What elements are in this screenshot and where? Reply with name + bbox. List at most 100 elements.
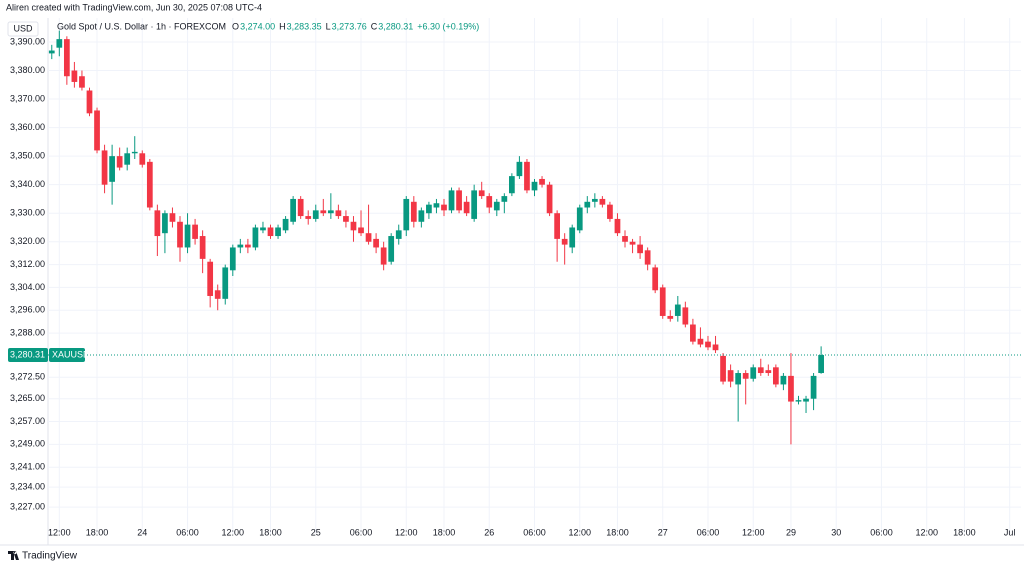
candle-body (705, 341, 711, 348)
y-tick-label: 3,340.00 (10, 179, 45, 189)
candle-body (659, 287, 666, 316)
candle-body (667, 315, 674, 319)
y-tick-label: 3,241.00 (10, 462, 45, 472)
candle-body (335, 210, 342, 217)
candle-body (403, 198, 410, 231)
candle-body (735, 373, 742, 385)
candle-body (682, 307, 689, 325)
chart-title: Gold Spot / U.S. Dollar · 1h · FOREXCOM (57, 21, 226, 31)
y-tick-label: 3,227.00 (10, 502, 45, 512)
candle-body (727, 370, 734, 382)
candle-body (237, 244, 244, 248)
candle-body (463, 201, 470, 214)
candle-body (71, 70, 78, 82)
candle-body (516, 161, 523, 177)
ohlc-value: 3,283.35 (287, 21, 322, 31)
candle-body (471, 190, 478, 219)
price-label-box (8, 348, 48, 363)
candle-body (509, 176, 515, 194)
grid: 3,390.00 3,380.00 3,370.00 3,360.00 3,350.00… (10, 18, 1021, 537)
candle-body (441, 204, 447, 211)
candle-body (765, 370, 772, 374)
y-tick-label: 3,296.00 (10, 305, 45, 315)
candle-body (614, 218, 621, 234)
candle-body (56, 39, 63, 48)
candle-body (493, 201, 500, 211)
ohlc-value: 3,274.00 (240, 21, 275, 31)
candle-body (690, 324, 696, 342)
candle-body (795, 400, 802, 402)
candle-body (343, 216, 349, 222)
candle-body (757, 367, 764, 374)
candle-body (245, 244, 251, 248)
candle-body (297, 198, 304, 217)
candle-body (101, 150, 108, 185)
x-tick-label: 06:00 (697, 527, 720, 537)
candle-body (456, 190, 462, 211)
x-tick-label: 06:00 (523, 527, 546, 537)
y-tick-label: 3,304.00 (10, 282, 45, 292)
candle-body (124, 153, 131, 165)
candle-body (780, 375, 787, 385)
candle-body (750, 367, 757, 379)
candles: 3,280.31 XAUUSD (8, 30, 1021, 445)
candle-body (674, 304, 681, 316)
candle-body (116, 156, 123, 168)
candle-body (146, 161, 153, 208)
candle-body (644, 250, 651, 265)
candle-body (591, 198, 598, 202)
candle-body (788, 375, 794, 402)
ohlc-change: +6.30 (+0.19%) (417, 21, 479, 31)
candle-body (569, 227, 576, 248)
candle-body (320, 210, 327, 214)
x-tick-label: 29 (786, 527, 796, 537)
candle-body (561, 238, 568, 245)
ohlc-label: H (279, 21, 286, 31)
candle-body (584, 201, 591, 208)
candle-body (742, 373, 749, 379)
candle-body (599, 198, 606, 205)
x-tick-label: 06:00 (870, 527, 893, 537)
y-tick-label: 3,265.00 (10, 393, 45, 403)
candle-body (388, 236, 395, 262)
x-tick-label: 18:00 (953, 527, 976, 537)
x-tick-label: 06:00 (350, 527, 373, 537)
candle-body (207, 261, 214, 296)
candle-body (478, 190, 485, 197)
x-tick-label: 12:00 (742, 527, 765, 537)
candle-body (539, 178, 545, 185)
candle-body (94, 110, 100, 151)
candle-body (290, 198, 297, 222)
x-tick-label: 12:00 (568, 527, 591, 537)
candle-body (109, 156, 115, 182)
brand-logo (8, 551, 19, 560)
candle-body (199, 236, 206, 259)
candle-body (222, 267, 229, 299)
ohlc-value: 3,273.76 (332, 21, 367, 31)
candle-body (327, 210, 334, 214)
candle-body (229, 247, 236, 271)
candle-body (184, 224, 191, 248)
candle-body (629, 241, 636, 245)
candle-body (282, 218, 289, 231)
candle-body (622, 236, 628, 242)
y-tick-label: 3,370.00 (10, 93, 45, 103)
candle-body (418, 210, 425, 222)
candle-body (426, 204, 432, 214)
currency-box (7, 21, 39, 37)
candle-body (350, 221, 357, 231)
x-tick-label: 18:00 (606, 527, 629, 537)
candle-body (448, 190, 455, 211)
x-tick-label: 26 (484, 527, 494, 537)
price-label: 3,280.31 (10, 349, 45, 359)
candle-body (169, 213, 176, 222)
candle-body (131, 151, 138, 154)
candle-body (697, 338, 704, 345)
symbol-label: XAUUSD (52, 349, 90, 359)
x-tick-label: 12:00 (222, 527, 245, 537)
y-tick-label: 3,272.50 (10, 372, 45, 382)
legend: Gold Spot / U.S. Dollar · 1h · FOREXCOM … (57, 21, 479, 31)
candle-body (86, 90, 93, 114)
y-tick-label: 3,320.00 (10, 236, 45, 246)
